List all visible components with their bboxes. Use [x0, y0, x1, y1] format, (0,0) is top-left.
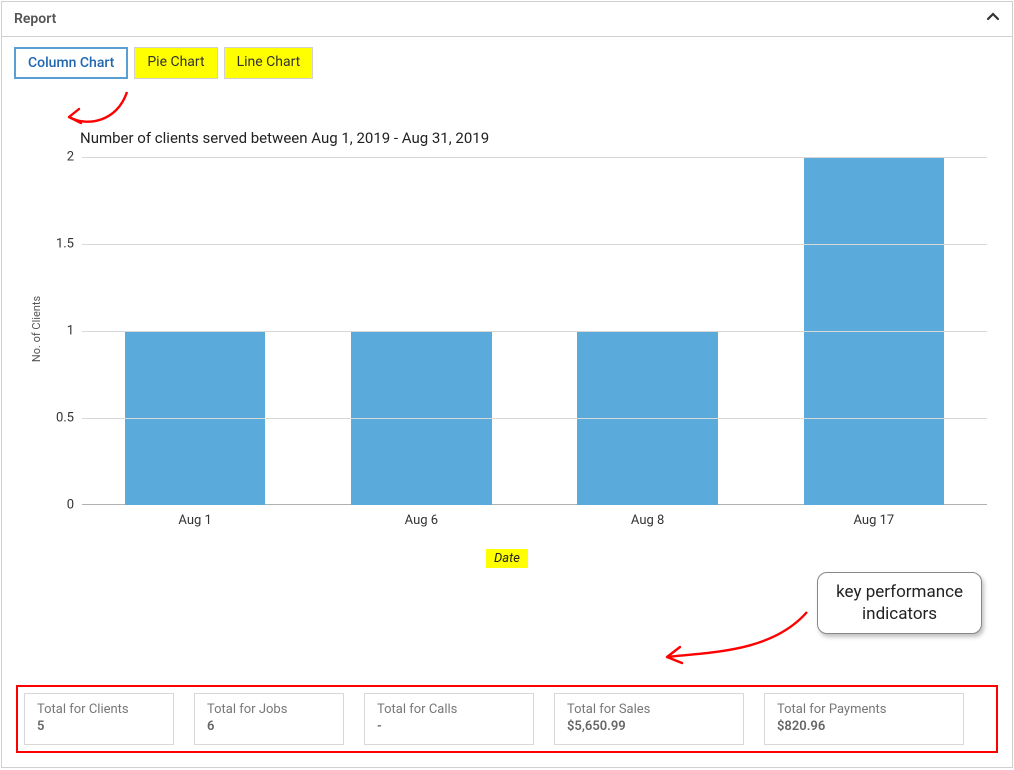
annotation-arrow-to-kpi [652, 607, 812, 667]
x-axis-label: Date [486, 549, 528, 568]
kpi-label: Total for Jobs [207, 702, 331, 717]
kpi-label: Total for Payments [777, 702, 951, 717]
panel-header[interactable]: Report [2, 2, 1012, 37]
kpi-value: - [377, 719, 521, 734]
tab-label: Line Chart [237, 54, 301, 70]
ytick-label: 0 [67, 498, 82, 513]
gridline [82, 331, 987, 332]
kpi-row: Total for Clients5Total for Jobs6Total f… [16, 685, 998, 753]
callout-line: indicators [836, 603, 963, 625]
tab-label: Column Chart [28, 55, 114, 71]
ytick-label: 1.5 [56, 237, 82, 252]
chart-title: Number of clients served between Aug 1, … [80, 129, 489, 147]
collapse-icon[interactable] [986, 10, 1000, 28]
ytick-label: 2 [67, 150, 82, 165]
report-panel: Report Column Chart Pie Chart Line Chart… [1, 1, 1013, 768]
xtick-label: Aug 17 [854, 505, 895, 528]
tab-line-chart[interactable]: Line Chart [224, 47, 314, 79]
kpi-box: Total for Calls - [364, 693, 534, 745]
chart-area: Number of clients served between Aug 1, … [22, 129, 992, 569]
xtick-label: Aug 6 [405, 505, 438, 528]
tab-label: Pie Chart [147, 54, 204, 70]
gridline [82, 157, 987, 158]
kpi-box: Total for Sales $5,650.99 [554, 693, 744, 745]
kpi-box: Total for Payments $820.96 [764, 693, 964, 745]
tab-column-chart[interactable]: Column Chart [14, 47, 128, 79]
xtick-label: Aug 1 [178, 505, 211, 528]
kpi-value: $820.96 [777, 719, 951, 734]
kpi-box: Total for Clients 5 [24, 693, 174, 745]
kpi-label: Total for Calls [377, 702, 521, 717]
kpi-callout: key performance indicators [817, 572, 982, 634]
panel-title: Report [14, 11, 56, 27]
gridline [82, 244, 987, 245]
ytick-label: 1 [67, 324, 82, 339]
xtick-label: Aug 8 [631, 505, 664, 528]
plot-region: Aug 1Aug 6Aug 8Aug 17 00.511.52 [82, 157, 987, 505]
kpi-value: $5,650.99 [567, 719, 731, 734]
chart-type-tabs: Column Chart Pie Chart Line Chart [2, 37, 1012, 79]
tab-pie-chart[interactable]: Pie Chart [134, 47, 217, 79]
kpi-value: 5 [37, 719, 161, 734]
kpi-box: Total for Jobs 6 [194, 693, 344, 745]
kpi-label: Total for Clients [37, 702, 161, 717]
gridline [82, 418, 987, 419]
y-axis-label: No. of Clients [30, 296, 43, 362]
callout-line: key performance [836, 581, 963, 603]
kpi-label: Total for Sales [567, 702, 731, 717]
kpi-value: 6 [207, 719, 331, 734]
ytick-label: 0.5 [56, 411, 82, 426]
